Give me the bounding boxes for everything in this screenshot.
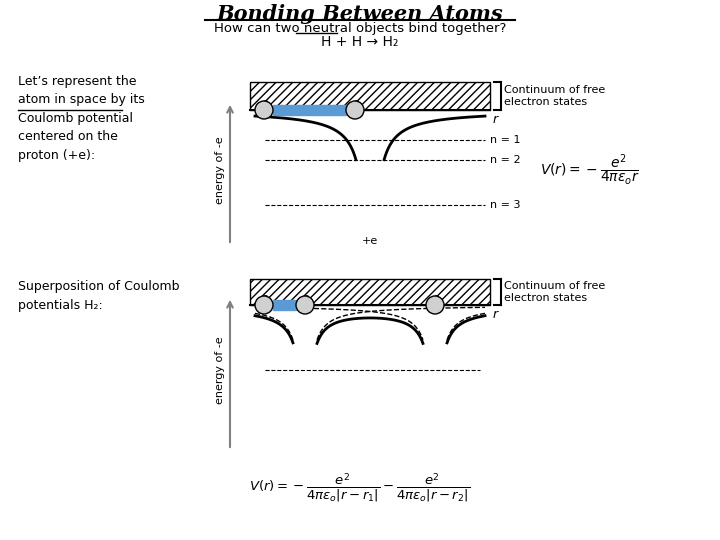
Bar xyxy=(273,300,296,310)
Circle shape xyxy=(255,296,273,314)
Text: How can two neutral objects bind together?: How can two neutral objects bind togethe… xyxy=(214,22,506,35)
Text: Bonding Between Atoms: Bonding Between Atoms xyxy=(217,4,503,24)
Text: energy of -e: energy of -e xyxy=(215,136,225,204)
Text: n = 3: n = 3 xyxy=(490,200,521,210)
Circle shape xyxy=(255,101,273,119)
Text: H + H → H₂: H + H → H₂ xyxy=(321,35,399,49)
FancyArrowPatch shape xyxy=(278,302,289,308)
Text: Superposition of Coulomb
potentials H₂:: Superposition of Coulomb potentials H₂: xyxy=(18,280,179,312)
Text: +e: +e xyxy=(362,236,378,246)
Bar xyxy=(273,105,346,115)
Text: -e: -e xyxy=(258,293,269,303)
Circle shape xyxy=(346,101,364,119)
Text: -e: -e xyxy=(430,293,441,303)
Text: r: r xyxy=(493,113,498,126)
Text: Let’s represent the
atom in space by its
Coulomb potential
centered on the
proto: Let’s represent the atom in space by its… xyxy=(18,75,145,162)
Text: energy of -e: energy of -e xyxy=(215,336,225,404)
Circle shape xyxy=(296,296,314,314)
Text: Continuum of free
electron states: Continuum of free electron states xyxy=(504,85,606,107)
Text: -e: -e xyxy=(350,98,361,108)
Text: n = 2: n = 2 xyxy=(490,155,521,165)
Circle shape xyxy=(426,296,444,314)
FancyArrowPatch shape xyxy=(278,107,339,113)
Text: $V(r) = -\dfrac{e^2}{4\pi\varepsilon_o |r - r_1|} - \dfrac{e^2}{4\pi\varepsilon_: $V(r) = -\dfrac{e^2}{4\pi\varepsilon_o |… xyxy=(249,471,471,504)
Bar xyxy=(250,82,490,110)
Text: $V(r) = -\dfrac{e^2}{4\pi\varepsilon_o r}$: $V(r) = -\dfrac{e^2}{4\pi\varepsilon_o r… xyxy=(540,152,640,188)
Text: -e: -e xyxy=(300,293,310,303)
Text: n = 1: n = 1 xyxy=(490,135,521,145)
Text: r: r xyxy=(493,308,498,321)
Text: Continuum of free
electron states: Continuum of free electron states xyxy=(504,281,606,303)
Text: -e: -e xyxy=(258,98,269,108)
Bar xyxy=(250,279,490,305)
